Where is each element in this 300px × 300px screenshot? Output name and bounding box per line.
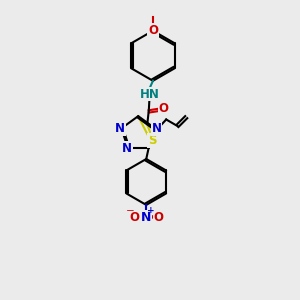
Text: N: N (152, 122, 161, 135)
Text: HN: HN (140, 88, 159, 100)
Text: N: N (115, 122, 125, 135)
Text: S: S (148, 134, 157, 147)
Text: N: N (141, 211, 152, 224)
Text: −: − (126, 206, 135, 216)
Text: O: O (158, 102, 169, 115)
Text: O: O (154, 212, 164, 224)
Text: O: O (129, 212, 139, 224)
Text: N: N (122, 142, 132, 154)
Text: O: O (148, 24, 158, 37)
Text: +: + (147, 206, 154, 215)
